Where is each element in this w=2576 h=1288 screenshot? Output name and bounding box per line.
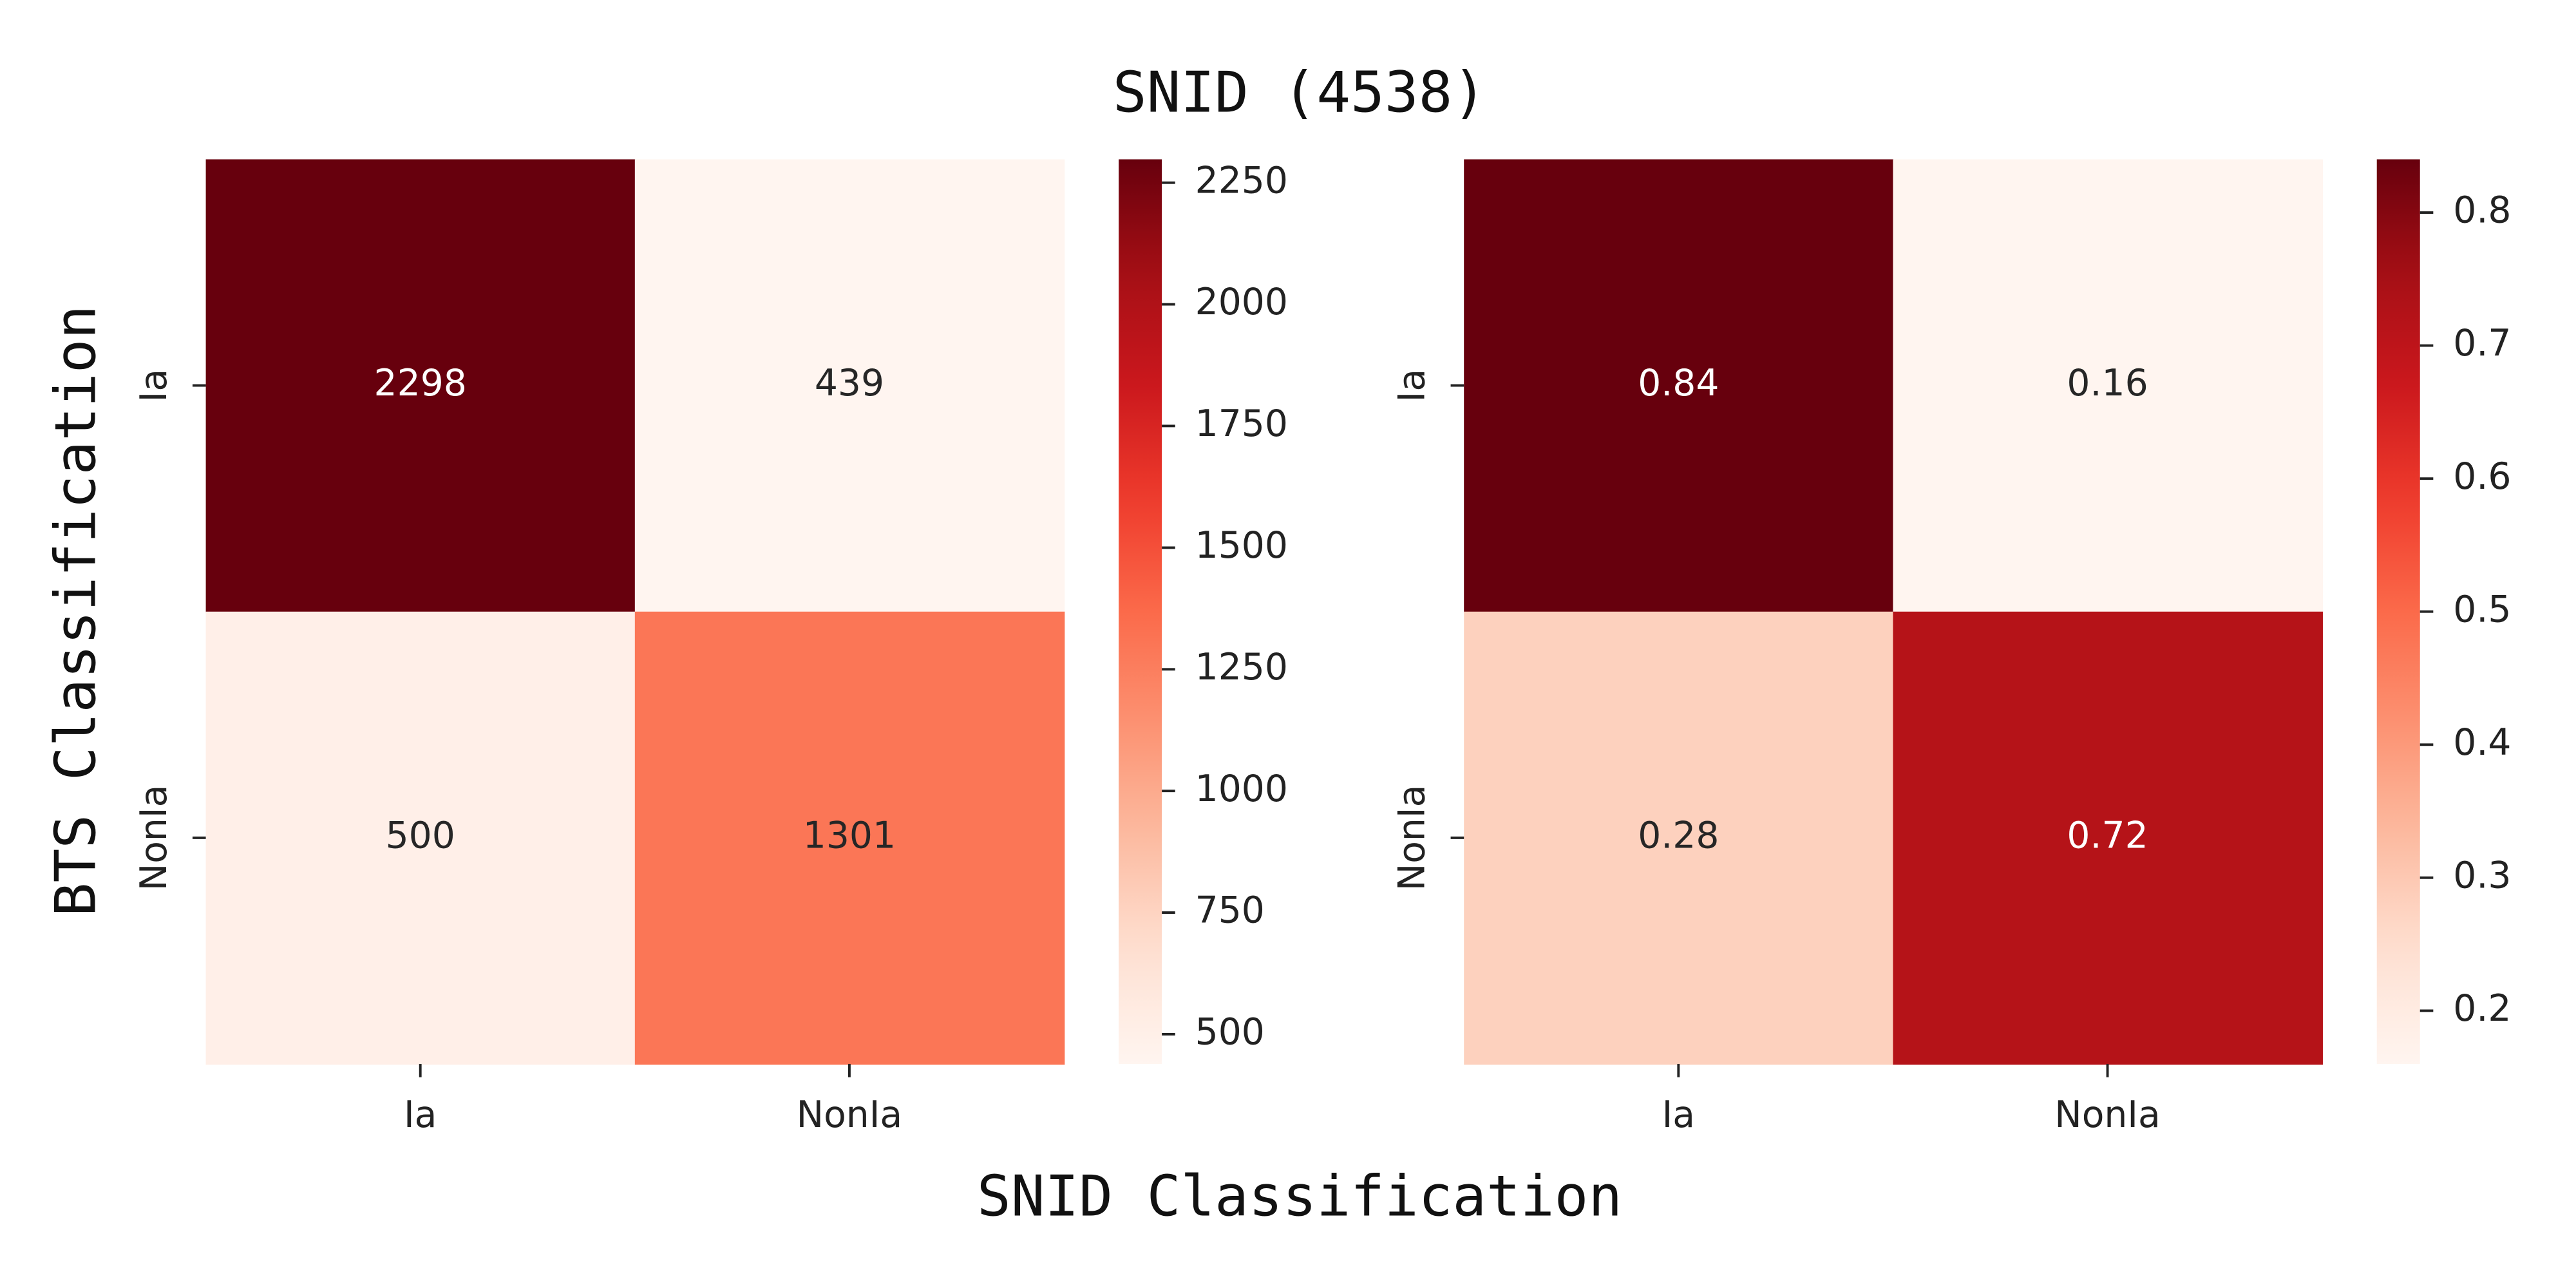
y-tick-label: NonIa [133,785,175,891]
cell-label: 0.28 [1638,815,1719,857]
y-tick-label: Ia [133,369,175,402]
x-tick-label: NonIa [797,1094,902,1136]
colorbar [1119,159,1162,1065]
colorbar-tick-label: 0.8 [2453,189,2511,232]
colorbar [2376,159,2420,1065]
colorbar-tick-label: 1500 [1195,524,1288,567]
heatmap-cell [634,159,1065,613]
cell-label: 500 [386,815,455,857]
colorbar-tick-label: 0.7 [2453,322,2511,365]
x-tick-label: NonIa [2054,1094,2160,1136]
heatmap-cell [205,611,636,1065]
colorbar-tick-label: 2250 [1195,159,1288,202]
cell-label: 1301 [803,815,896,857]
x-axis-label: SNID Classification [977,1163,1622,1229]
colorbar-tick-label: 0.4 [2453,721,2511,764]
cell-label: 0.72 [2067,815,2148,857]
colorbar-tick-label: 0.3 [2453,854,2511,896]
heatmap-cell [1893,159,2323,613]
cell-label: 2298 [374,362,467,404]
colorbar-tick-label: 750 [1195,889,1265,932]
y-tick-label: Ia [1391,369,1434,402]
heatmap-cell [634,611,1065,1065]
cell-label: 439 [815,362,884,404]
y-axis-label: BTS Classification [43,305,109,916]
figure-title: SNID (4538) [1113,59,1486,125]
y-tick-label: NonIa [1391,785,1434,891]
x-tick-label: Ia [1662,1094,1695,1136]
heatmap-cell [1893,611,2323,1065]
colorbar-tick-label: 0.6 [2453,455,2511,498]
heatmap-cell [205,159,636,613]
colorbar-tick-label: 1750 [1195,402,1288,445]
colorbar-tick-label: 500 [1195,1011,1265,1054]
colorbar-tick-label: 1250 [1195,646,1288,688]
heatmap-cell [1464,159,1894,613]
colorbar-tick-label: 1000 [1195,768,1288,810]
cell-label: 0.84 [1638,362,1719,404]
x-tick-label: Ia [404,1094,437,1136]
heatmap-cell [1464,611,1894,1065]
cell-label: 0.16 [2067,362,2148,404]
colorbar-tick-label: 0.5 [2453,588,2511,630]
colorbar-tick-label: 2000 [1195,281,1288,323]
colorbar-tick-label: 0.2 [2453,987,2511,1030]
